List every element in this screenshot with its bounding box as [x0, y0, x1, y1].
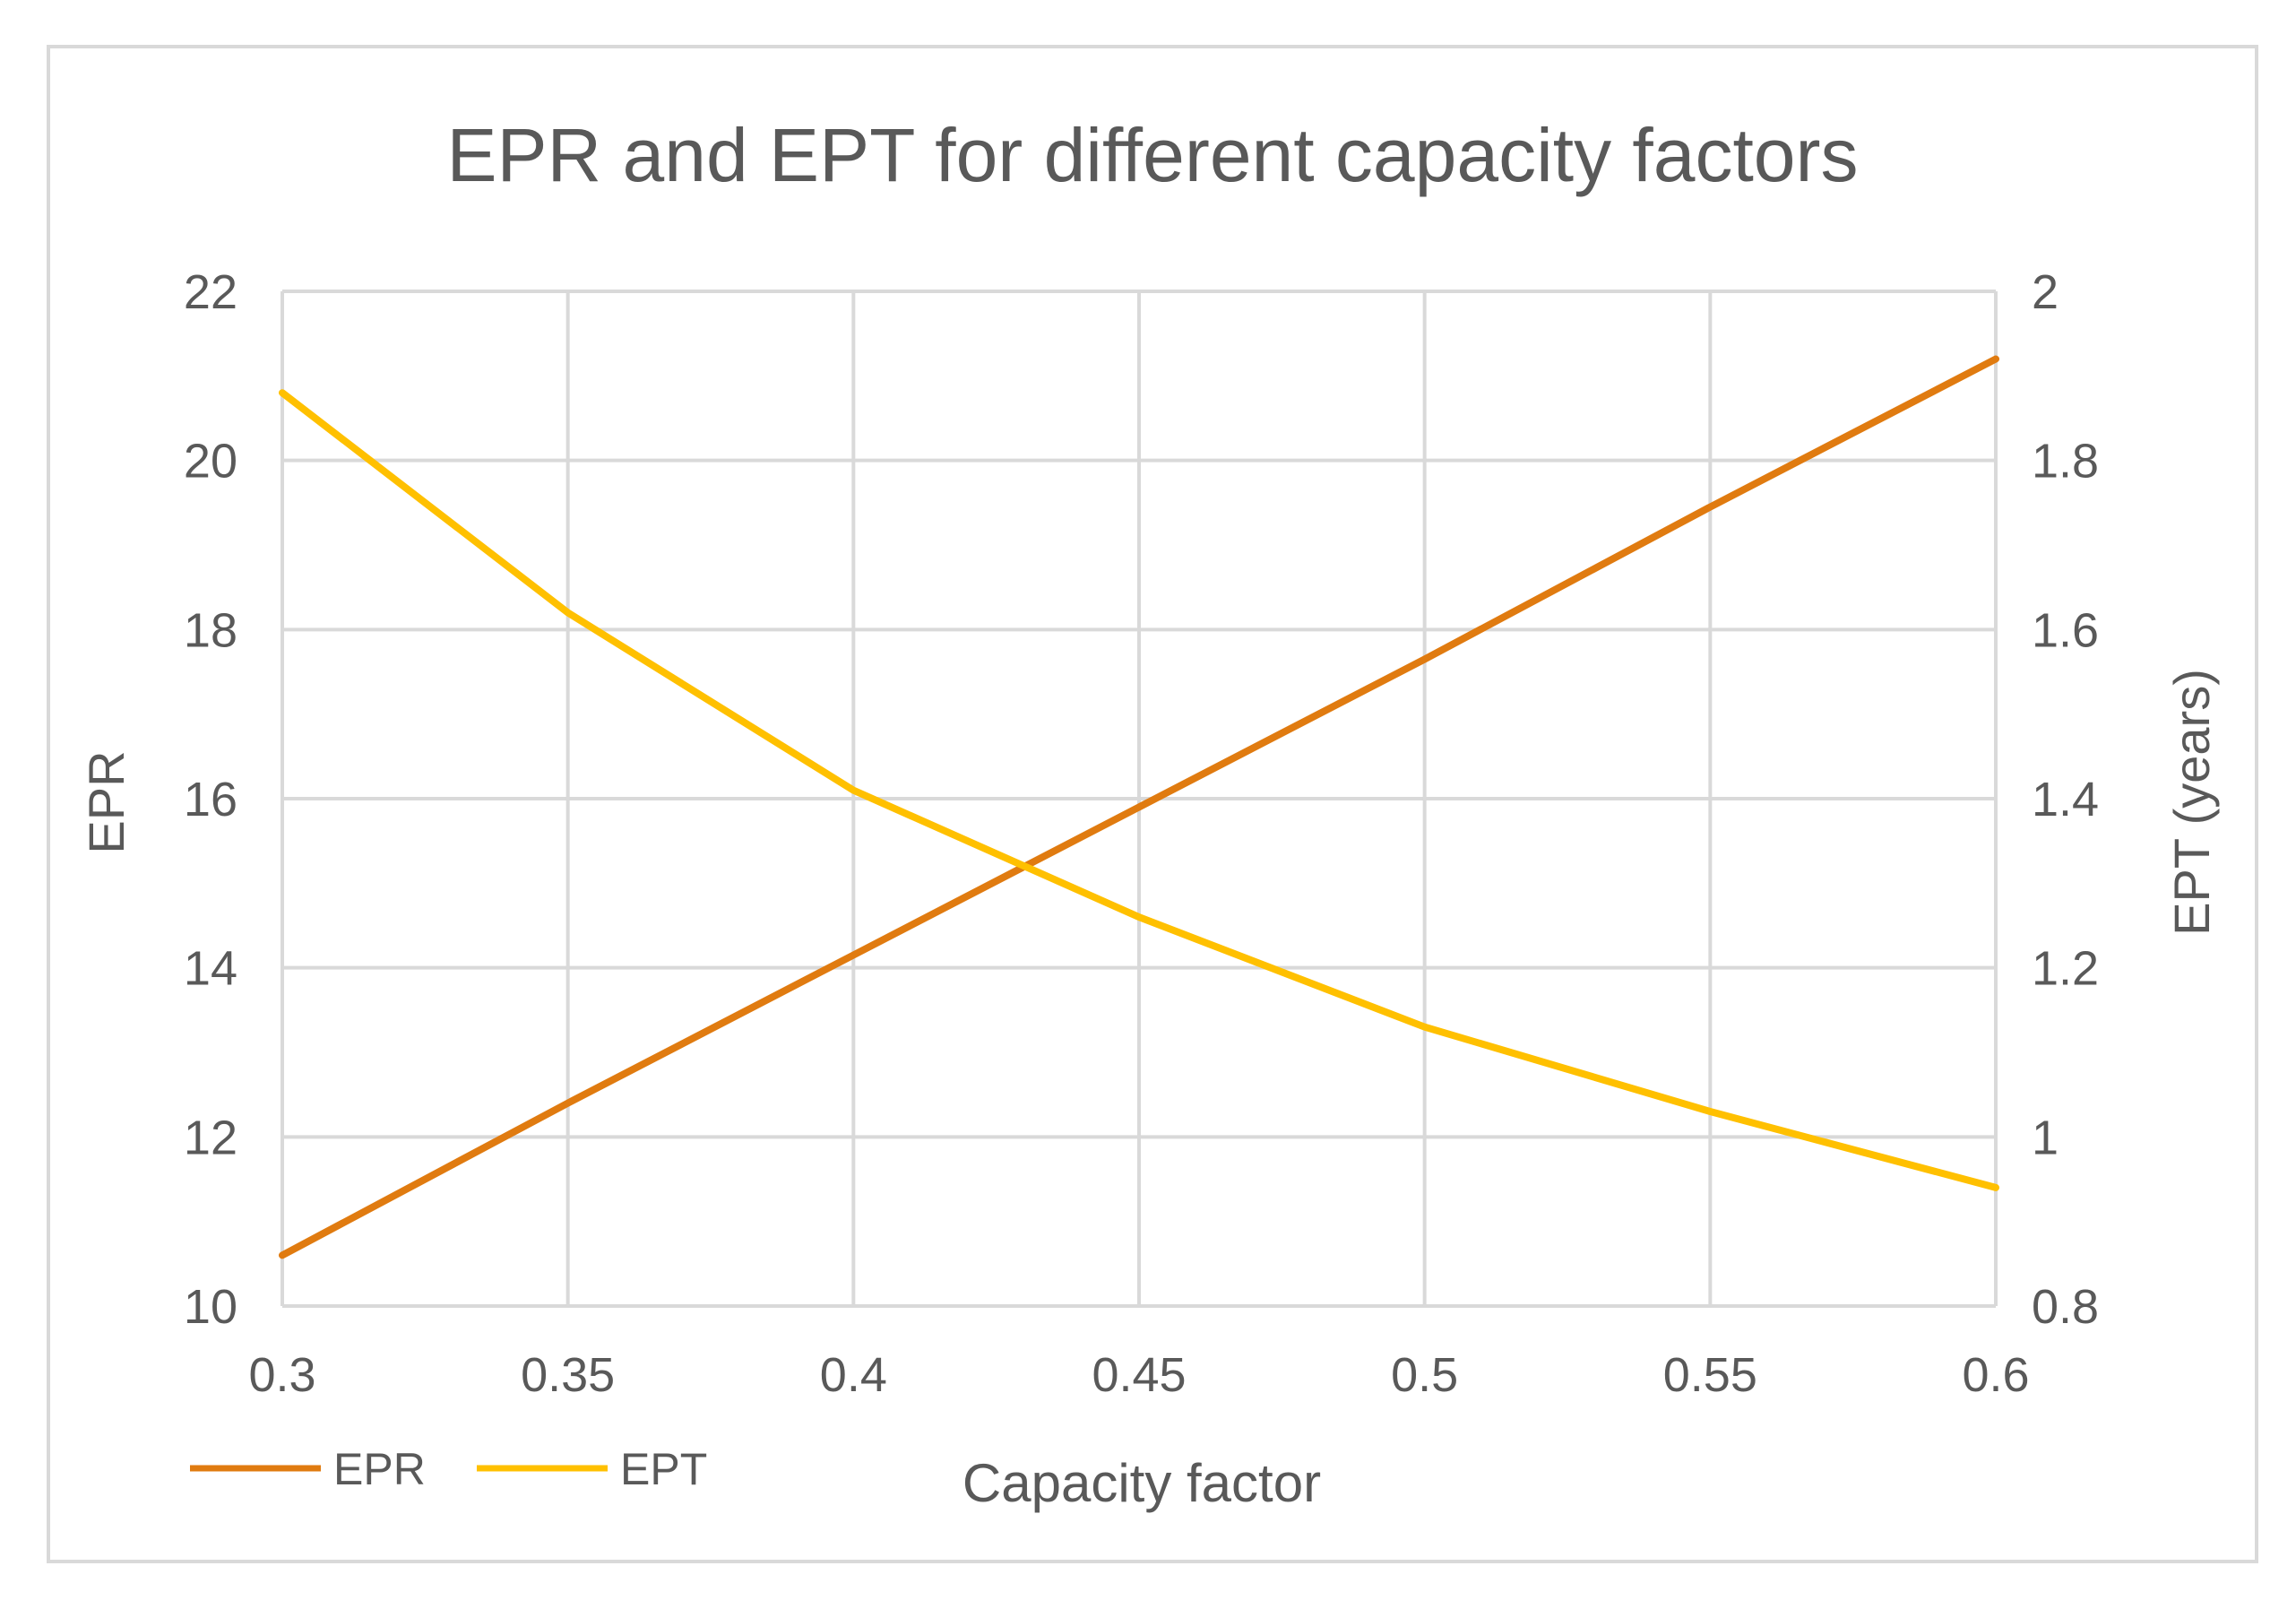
x-tick-label: 0.55 — [1663, 1348, 1757, 1402]
x-tick-label: 0.5 — [1391, 1348, 1458, 1402]
y-tick-label: 18 — [184, 603, 237, 657]
y2-tick-label: 1 — [2032, 1111, 2059, 1164]
y2-tick-label: 2 — [2032, 265, 2059, 319]
tick-layer: 10 12 14 16 18 20 22 0.8 1 1.2 1.4 1.6 1.8 2 0.3 0.35 0.… — [184, 265, 2099, 1402]
x-tick-label: 0.4 — [820, 1348, 887, 1402]
y-tick-label: 14 — [184, 942, 237, 996]
legend-label-epr: EPR — [333, 1444, 426, 1494]
y2-tick-label: 1.8 — [2032, 435, 2099, 489]
y-axis-label: EPR — [78, 750, 134, 853]
x-tick-label: 0.35 — [521, 1348, 615, 1402]
x-tick-label: 0.3 — [248, 1348, 315, 1402]
y2-tick-label: 1.2 — [2032, 942, 2099, 996]
y2-axis-label: EPT (years) — [2163, 669, 2220, 936]
chart-title: EPR and EPT for different capacity facto… — [447, 113, 1859, 197]
series-line-ept — [279, 389, 1999, 1191]
x-tick-label: 0.6 — [1962, 1348, 2029, 1402]
y2-tick-label: 0.8 — [2032, 1280, 2099, 1334]
y-tick-label: 16 — [184, 773, 237, 826]
y2-tick-label: 1.4 — [2032, 773, 2099, 826]
series-layer — [279, 355, 1999, 1259]
y-tick-label: 12 — [184, 1111, 237, 1164]
series-line-epr — [279, 355, 1999, 1259]
y-tick-label: 22 — [184, 265, 237, 319]
x-axis-label: Capacity factor — [962, 1453, 1321, 1513]
legend-label-ept: EPT — [620, 1444, 707, 1494]
y2-tick-label: 1.6 — [2032, 603, 2099, 657]
legend: EPR EPT — [190, 1444, 707, 1494]
y-tick-label: 20 — [184, 435, 237, 489]
grid-layer — [281, 290, 1998, 1308]
x-tick-label: 0.45 — [1092, 1348, 1186, 1402]
y-tick-label: 10 — [184, 1280, 237, 1334]
